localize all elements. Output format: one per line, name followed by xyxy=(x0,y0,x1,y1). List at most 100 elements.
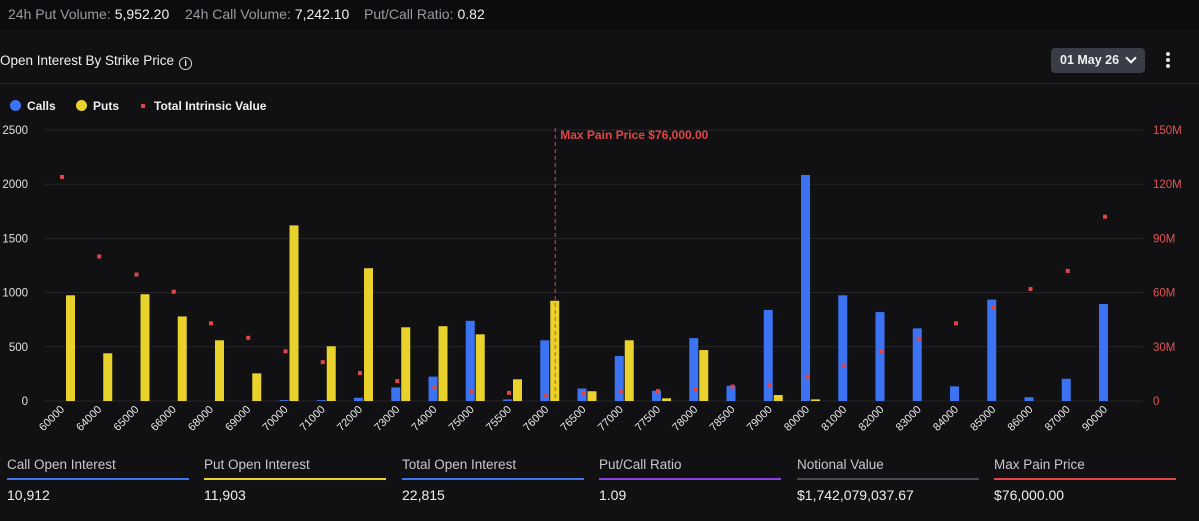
puts-bar xyxy=(624,340,634,401)
calls-bar xyxy=(987,299,997,401)
x-tick-label: 77500 xyxy=(633,404,663,434)
expiry-date-value: 01 May 26 xyxy=(1060,53,1120,67)
intrinsic-value-point xyxy=(805,374,809,379)
legend-calls[interactable]: Calls xyxy=(10,99,56,113)
x-tick-label: 71000 xyxy=(298,404,328,434)
x-tick-label: 68000 xyxy=(186,404,216,434)
max-pain-label: Max Pain Price $76,000.00 xyxy=(560,128,708,142)
intrinsic-value-point xyxy=(879,349,884,354)
puts-bar xyxy=(252,373,262,401)
info-icon[interactable]: i xyxy=(179,57,193,70)
calls-bar xyxy=(503,399,512,401)
puts-bar xyxy=(811,399,820,401)
legend-puts[interactable]: Puts xyxy=(76,99,119,113)
puts-bar xyxy=(699,350,709,401)
intrinsic-value-point xyxy=(171,289,176,294)
summary-underline xyxy=(7,478,189,480)
x-tick-label: 87000 xyxy=(1043,404,1073,434)
puts-bar xyxy=(438,326,448,401)
y-tick-right: 30M xyxy=(1153,342,1175,354)
legend-intrinsic[interactable]: Total Intrinsic Value xyxy=(141,99,266,113)
x-tick-label: 75500 xyxy=(484,404,514,434)
y-tick-right: 120M xyxy=(1153,179,1182,191)
puts-bar xyxy=(662,398,671,401)
puts-bar xyxy=(289,225,299,401)
x-tick-label: 78500 xyxy=(708,404,738,434)
header-divider xyxy=(0,83,1199,84)
x-tick-label: 82000 xyxy=(857,404,887,434)
intrinsic-value-point xyxy=(283,349,288,354)
x-tick-label: 70000 xyxy=(261,404,291,434)
intrinsic-value-point xyxy=(395,379,400,384)
calls-bar xyxy=(279,400,289,401)
x-tick-label: 85000 xyxy=(968,404,998,434)
intrinsic-value-point xyxy=(618,389,623,394)
intrinsic-value-point xyxy=(97,254,102,259)
intrinsic-value-point xyxy=(358,370,362,375)
calls-bar xyxy=(801,174,810,401)
x-tick-label: 65000 xyxy=(112,404,142,434)
calls-bar xyxy=(950,386,959,401)
y-tick-left: 500 xyxy=(9,342,28,354)
calls-bar xyxy=(1099,303,1108,401)
intrinsic-value-point xyxy=(134,272,139,277)
y-tick-left: 2000 xyxy=(2,179,28,191)
put-volume-stat: 24h Put Volume: 5,952.20 xyxy=(8,6,169,22)
summary-underline xyxy=(994,478,1176,480)
intrinsic-value-point xyxy=(730,384,735,389)
summary-underline xyxy=(402,478,584,480)
x-tick-label: 84000 xyxy=(931,404,961,434)
call-volume-value: 7,242.10 xyxy=(294,6,350,22)
summary-total-oi: Total Open Interest 22,815 xyxy=(402,455,584,503)
summary-label: Max Pain Price xyxy=(994,457,1085,472)
calls-bar xyxy=(614,356,624,401)
intrinsic-value-point xyxy=(246,335,251,340)
calls-bar xyxy=(912,328,922,401)
puts-legend-label: Puts xyxy=(93,99,120,113)
summary-put-call-ratio: Put/Call Ratio 1.09 xyxy=(599,455,781,503)
summary-underline xyxy=(599,478,781,480)
puts-bar xyxy=(364,268,373,401)
puts-bar xyxy=(140,294,150,401)
summary-call-oi: Call Open Interest 10,912 xyxy=(7,455,189,503)
summary-value: 22,815 xyxy=(402,487,445,503)
calls-bar xyxy=(1024,397,1034,401)
puts-bar xyxy=(401,327,411,401)
intrinsic-value-point xyxy=(1103,214,1107,219)
open-interest-chart: 0 0 500 30M 1000 60M 1500 90M 2000 120M 2500 150M 60… xyxy=(2,125,1182,434)
calls-legend-label: Calls xyxy=(27,99,56,113)
calls-bar xyxy=(838,295,848,401)
summary-value: 1.09 xyxy=(599,487,627,503)
kebab-menu-icon[interactable] xyxy=(1163,52,1173,70)
intrinsic-value-point xyxy=(209,321,213,326)
x-tick-label: 81000 xyxy=(819,404,849,434)
intrinsic-value-point xyxy=(1028,286,1033,291)
x-tick-label: 78000 xyxy=(670,404,700,434)
summary-underline xyxy=(204,478,386,480)
intrinsic-value-point xyxy=(991,305,996,310)
y-tick-left: 2500 xyxy=(2,125,28,137)
intrinsic-value-point xyxy=(842,362,847,367)
y-tick-right: 0 xyxy=(1153,396,1159,408)
open-interest-panel xyxy=(0,38,1199,521)
calls-bar xyxy=(652,390,661,401)
x-tick-label: 76500 xyxy=(559,404,589,434)
puts-bar xyxy=(326,346,336,401)
summary-notional: Notional Value $1,742,079,037.67 xyxy=(797,455,979,503)
intrinsic-value-point xyxy=(544,393,549,398)
summary-stats-row: Call Open Interest 10,912 Put Open Inter… xyxy=(0,455,1199,515)
x-tick-label: 90000 xyxy=(1080,404,1110,434)
intrinsic-value-point xyxy=(916,336,921,341)
x-tick-label: 72000 xyxy=(335,404,365,434)
summary-label: Total Open Interest xyxy=(402,457,517,472)
put-call-ratio-label: Put/Call Ratio: xyxy=(364,6,454,22)
chart-title-text: Open Interest By Strike Price xyxy=(0,53,175,68)
y-tick-left: 0 xyxy=(22,396,28,408)
summary-underline xyxy=(797,478,979,480)
expiry-date-dropdown[interactable]: 01 May 26 xyxy=(1051,48,1145,73)
calls-bar xyxy=(726,385,736,401)
x-tick-label: 86000 xyxy=(1006,404,1036,434)
call-volume-stat: 24h Call Volume: 7,242.10 xyxy=(185,6,349,22)
puts-bar xyxy=(513,379,522,401)
puts-bar xyxy=(587,391,597,401)
